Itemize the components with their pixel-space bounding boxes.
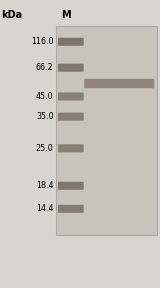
FancyBboxPatch shape [84, 79, 154, 88]
Text: kDa: kDa [2, 10, 23, 20]
FancyBboxPatch shape [58, 64, 84, 72]
Text: 66.2: 66.2 [36, 63, 54, 72]
Text: M: M [62, 10, 71, 20]
Bar [56, 26, 157, 235]
Text: 14.4: 14.4 [36, 204, 54, 213]
FancyBboxPatch shape [58, 38, 84, 46]
FancyBboxPatch shape [58, 144, 84, 152]
FancyBboxPatch shape [58, 182, 84, 190]
Text: 45.0: 45.0 [36, 92, 54, 101]
FancyBboxPatch shape [58, 113, 84, 121]
Bar [0, 26, 56, 235]
FancyBboxPatch shape [58, 205, 84, 213]
Text: 18.4: 18.4 [36, 181, 54, 190]
Text: 116.0: 116.0 [31, 37, 54, 46]
Text: 25.0: 25.0 [36, 144, 54, 153]
FancyBboxPatch shape [58, 92, 84, 101]
Text: 35.0: 35.0 [36, 112, 54, 121]
